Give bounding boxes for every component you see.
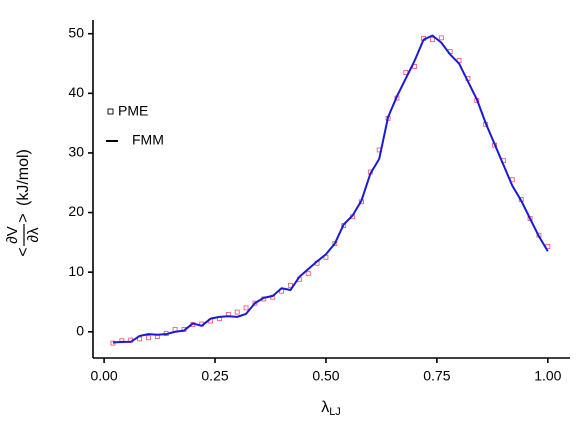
data-point xyxy=(305,270,311,276)
y-tick-label: 20 xyxy=(68,203,84,219)
y-tick-label: 50 xyxy=(68,24,84,40)
y-tick-label: 0 xyxy=(76,322,84,338)
data-line xyxy=(112,34,549,344)
data-point xyxy=(252,300,258,306)
y-label-open: < xyxy=(15,247,32,256)
data-point xyxy=(430,37,435,43)
x-tick-label: 0.00 xyxy=(90,368,117,384)
legend-marker xyxy=(107,108,114,115)
y-label-denominator: ∂λ xyxy=(25,227,42,242)
x-tick-label: 1.00 xyxy=(534,368,561,384)
x-label-text: λ xyxy=(321,399,329,416)
y-label-unit: (kJ/mol) xyxy=(15,149,32,206)
data-point xyxy=(438,35,444,41)
legend-label: FMM xyxy=(132,132,164,148)
data-point xyxy=(234,309,240,315)
y-label-close: > xyxy=(15,213,32,222)
data-point xyxy=(288,282,293,288)
x-tick-label: 0.50 xyxy=(312,368,339,384)
y-tick-label: 10 xyxy=(68,263,84,279)
y-tick-label: 40 xyxy=(68,84,84,100)
x-tick-label: 0.25 xyxy=(201,368,228,384)
y-label-numerator: ∂V xyxy=(4,226,21,243)
data-point xyxy=(243,305,249,311)
x-label-subscript: LJ xyxy=(329,406,341,418)
y-tick-label: 30 xyxy=(68,144,84,160)
x-axis-label: λLJ xyxy=(321,399,341,418)
x-tick-label: 0.75 xyxy=(423,368,450,384)
y-axis-label: < ∂V ∂λ > (kJ/mol) xyxy=(4,149,42,257)
data-point xyxy=(146,335,151,341)
legend-label: PME xyxy=(118,103,148,119)
